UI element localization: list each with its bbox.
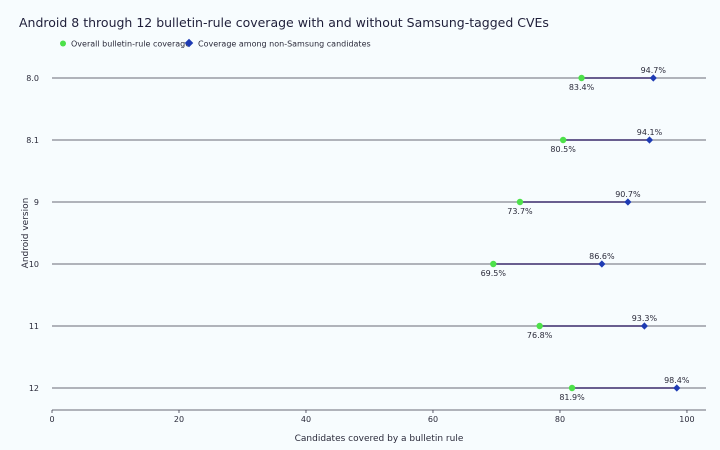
legend: Overall bulletin-rule coverage Coverage …: [60, 38, 371, 49]
point-non-samsung-8.1: [645, 136, 654, 144]
point-overall-11: [536, 322, 543, 330]
legend-marker-non-samsung: [184, 38, 194, 48]
data-label-overall-10: 69.5%: [481, 269, 507, 278]
x-tick-label: 0: [49, 415, 54, 424]
point-overall-9: [516, 198, 524, 206]
y-tick-label: 11: [29, 322, 39, 331]
point-non-samsung-12: [673, 384, 681, 392]
data-label-overall-8.0: 83.4%: [569, 83, 595, 92]
point-overall-12: [568, 384, 576, 392]
data-label-non-samsung-12: 98.4%: [664, 376, 690, 385]
data-label-overall-12: 81.9%: [559, 393, 585, 402]
x-tick-label: 40: [301, 415, 311, 424]
y-tick-label: 12: [29, 384, 39, 393]
data-label-overall-11: 76.8%: [527, 331, 553, 340]
x-tick-label: 100: [679, 415, 694, 424]
y-tick-label: 10: [29, 260, 39, 269]
x-tick-label: 80: [555, 415, 565, 424]
x-axis-title: Candidates covered by a bulletin rule: [295, 434, 464, 444]
x-tick-label: 20: [174, 415, 184, 424]
y-tick-label: 8.1: [26, 136, 39, 145]
y-tick-label: 8.0: [26, 74, 39, 83]
data-label-non-samsung-11: 93.3%: [632, 314, 658, 323]
data-label-non-samsung-10: 86.6%: [589, 252, 615, 261]
point-non-samsung-8.0: [649, 74, 657, 82]
chart-title: Android 8 through 12 bulletin-rule cover…: [19, 15, 549, 30]
x-tick-label: 60: [428, 415, 438, 424]
plot-area: 8.0 8.1 9 10 11 12 0 20 40 60 80 100 83.4% 94.7% 80.5%…: [26, 66, 706, 424]
legend-label-non-samsung: Coverage among non-Samsung candidates: [198, 40, 371, 49]
data-label-non-samsung-8.1: 94.1%: [637, 128, 663, 137]
y-axis-title: Android version: [21, 198, 31, 269]
point-non-samsung-10: [598, 260, 606, 268]
legend-label-overall: Overall bulletin-rule coverage: [71, 40, 190, 49]
data-label-overall-9: 73.7%: [507, 207, 533, 216]
data-label-overall-8.1: 80.5%: [550, 145, 576, 154]
data-label-non-samsung-8.0: 94.7%: [641, 66, 667, 75]
point-non-samsung-9: [624, 198, 632, 206]
data-label-non-samsung-9: 90.7%: [615, 190, 641, 199]
point-non-samsung-11: [640, 322, 649, 330]
legend-marker-overall: [60, 40, 66, 47]
point-overall-10: [490, 260, 497, 268]
y-tick-label: 9: [34, 198, 39, 207]
point-overall-8.1: [559, 136, 567, 144]
point-overall-8.0: [578, 74, 585, 82]
